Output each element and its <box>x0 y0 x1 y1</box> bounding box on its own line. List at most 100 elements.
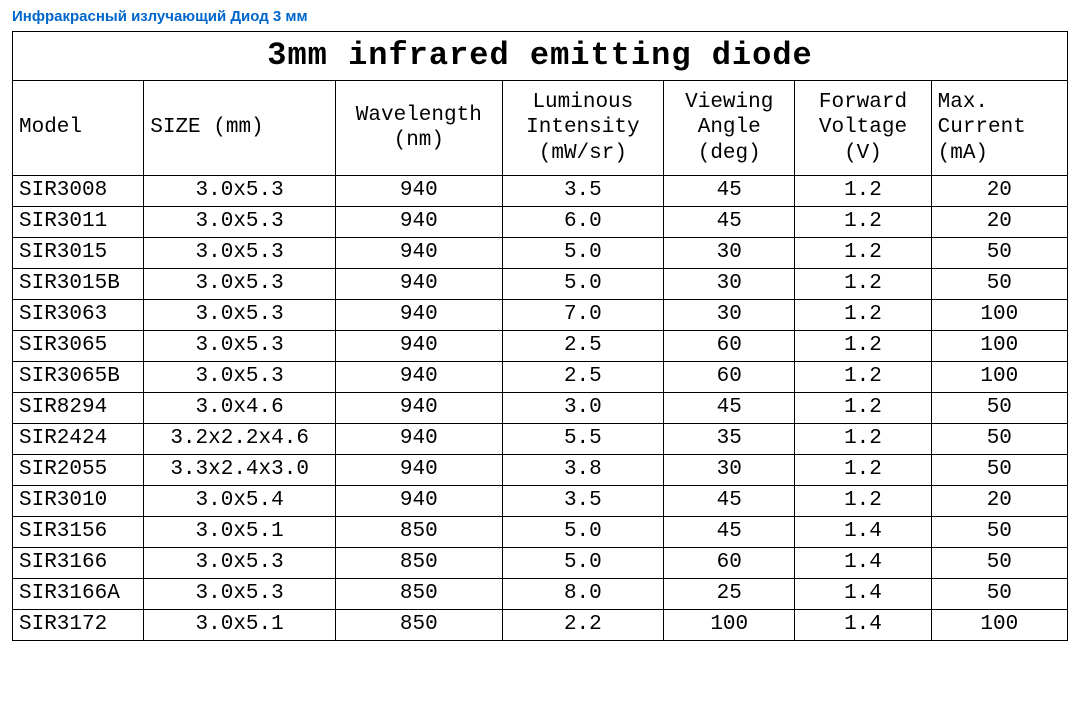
cell-volt: 1.4 <box>795 517 931 548</box>
cell-size: 3.0x5.3 <box>144 548 336 579</box>
cell-wave: 940 <box>336 176 503 207</box>
cell-model: SIR3011 <box>13 207 144 238</box>
cell-curr: 50 <box>931 424 1067 455</box>
table-row: SIR3015B3.0x5.39405.0301.250 <box>13 269 1068 300</box>
cell-lum: 5.0 <box>502 548 664 579</box>
cell-curr: 50 <box>931 579 1067 610</box>
cell-lum: 5.0 <box>502 238 664 269</box>
cell-wave: 850 <box>336 517 503 548</box>
cell-model: SIR3166 <box>13 548 144 579</box>
cell-lum: 8.0 <box>502 579 664 610</box>
cell-angle: 30 <box>664 455 795 486</box>
column-header-lum: LuminousIntensity(mW/sr) <box>502 81 664 176</box>
cell-model: SIR3010 <box>13 486 144 517</box>
cell-angle: 60 <box>664 331 795 362</box>
cell-angle: 45 <box>664 207 795 238</box>
cell-size: 3.0x5.3 <box>144 331 336 362</box>
cell-volt: 1.4 <box>795 548 931 579</box>
table-row: SIR30653.0x5.39402.5601.2100 <box>13 331 1068 362</box>
cell-size: 3.0x5.1 <box>144 517 336 548</box>
cell-model: SIR3166A <box>13 579 144 610</box>
table-row: SIR3065B3.0x5.39402.5601.2100 <box>13 362 1068 393</box>
cell-curr: 50 <box>931 269 1067 300</box>
cell-lum: 3.8 <box>502 455 664 486</box>
cell-wave: 940 <box>336 238 503 269</box>
cell-angle: 30 <box>664 238 795 269</box>
cell-lum: 3.5 <box>502 486 664 517</box>
cell-curr: 20 <box>931 176 1067 207</box>
cell-wave: 940 <box>336 331 503 362</box>
table-body: SIR30083.0x5.39403.5451.220SIR30113.0x5.… <box>13 176 1068 641</box>
cell-volt: 1.2 <box>795 176 931 207</box>
cell-angle: 60 <box>664 548 795 579</box>
cell-wave: 940 <box>336 269 503 300</box>
cell-lum: 2.5 <box>502 331 664 362</box>
cell-model: SIR3065B <box>13 362 144 393</box>
cell-curr: 100 <box>931 300 1067 331</box>
cell-volt: 1.2 <box>795 393 931 424</box>
column-header-volt: ForwardVoltage(V) <box>795 81 931 176</box>
cell-size: 3.0x5.3 <box>144 579 336 610</box>
cell-wave: 940 <box>336 486 503 517</box>
cell-size: 3.0x5.3 <box>144 207 336 238</box>
table-row: SIR82943.0x4.69403.0451.250 <box>13 393 1068 424</box>
cell-wave: 940 <box>336 300 503 331</box>
cell-volt: 1.2 <box>795 331 931 362</box>
cell-angle: 45 <box>664 486 795 517</box>
cell-lum: 5.5 <box>502 424 664 455</box>
cell-lum: 5.0 <box>502 517 664 548</box>
cell-angle: 30 <box>664 300 795 331</box>
table-row: SIR30633.0x5.39407.0301.2100 <box>13 300 1068 331</box>
cell-volt: 1.4 <box>795 610 931 641</box>
cell-size: 3.0x5.3 <box>144 362 336 393</box>
cell-volt: 1.2 <box>795 300 931 331</box>
cell-volt: 1.2 <box>795 424 931 455</box>
cell-wave: 940 <box>336 207 503 238</box>
cell-wave: 850 <box>336 579 503 610</box>
cell-model: SIR3065 <box>13 331 144 362</box>
cell-size: 3.3x2.4x3.0 <box>144 455 336 486</box>
cell-angle: 45 <box>664 393 795 424</box>
table-row: SIR31723.0x5.18502.21001.4100 <box>13 610 1068 641</box>
table-row: SIR24243.2x2.2x4.69405.5351.250 <box>13 424 1068 455</box>
cell-lum: 2.2 <box>502 610 664 641</box>
cell-curr: 50 <box>931 517 1067 548</box>
table-row: SIR30103.0x5.49403.5451.220 <box>13 486 1068 517</box>
column-header-size: SIZE (mm) <box>144 81 336 176</box>
cell-wave: 940 <box>336 393 503 424</box>
cell-volt: 1.2 <box>795 238 931 269</box>
column-header-wave: Wavelength(nm) <box>336 81 503 176</box>
cell-lum: 5.0 <box>502 269 664 300</box>
cell-curr: 20 <box>931 486 1067 517</box>
column-header-curr: Max.Current(mA) <box>931 81 1067 176</box>
cell-curr: 100 <box>931 610 1067 641</box>
cell-volt: 1.2 <box>795 269 931 300</box>
cell-size: 3.0x5.3 <box>144 176 336 207</box>
page-title: Инфракрасный излучающий Диод 3 мм <box>12 8 1072 25</box>
diode-spec-table: 3mm infrared emitting diode ModelSIZE (m… <box>12 31 1068 641</box>
cell-lum: 3.5 <box>502 176 664 207</box>
cell-size: 3.0x5.4 <box>144 486 336 517</box>
cell-angle: 60 <box>664 362 795 393</box>
cell-model: SIR2424 <box>13 424 144 455</box>
cell-volt: 1.2 <box>795 362 931 393</box>
cell-model: SIR3063 <box>13 300 144 331</box>
cell-model: SIR3008 <box>13 176 144 207</box>
cell-lum: 6.0 <box>502 207 664 238</box>
cell-size: 3.2x2.2x4.6 <box>144 424 336 455</box>
cell-angle: 45 <box>664 176 795 207</box>
table-title: 3mm infrared emitting diode <box>13 32 1068 81</box>
cell-lum: 7.0 <box>502 300 664 331</box>
cell-curr: 100 <box>931 331 1067 362</box>
cell-size: 3.0x5.3 <box>144 269 336 300</box>
table-row: SIR30113.0x5.39406.0451.220 <box>13 207 1068 238</box>
cell-model: SIR3015B <box>13 269 144 300</box>
cell-model: SIR8294 <box>13 393 144 424</box>
cell-size: 3.0x5.3 <box>144 300 336 331</box>
cell-curr: 100 <box>931 362 1067 393</box>
cell-volt: 1.2 <box>795 486 931 517</box>
cell-curr: 50 <box>931 393 1067 424</box>
cell-angle: 30 <box>664 269 795 300</box>
cell-lum: 2.5 <box>502 362 664 393</box>
cell-volt: 1.2 <box>795 207 931 238</box>
